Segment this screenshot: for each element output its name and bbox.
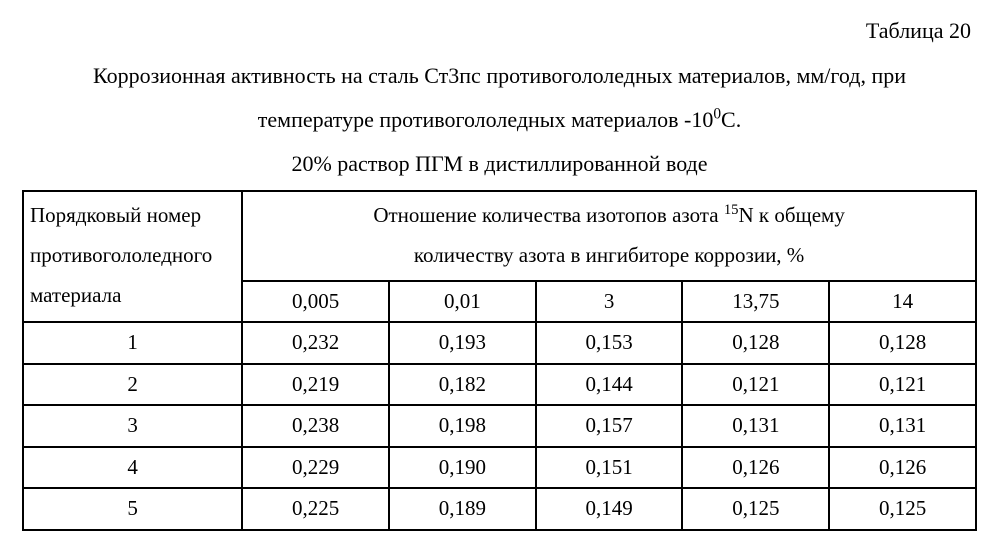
table-cell: 0,229 — [242, 447, 389, 489]
table-caption: Коррозионная активность на сталь Ст3пс п… — [22, 54, 977, 186]
table-row: 1 0,232 0,193 0,153 0,128 0,128 — [23, 322, 976, 364]
table-row: 2 0,219 0,182 0,144 0,121 0,121 — [23, 364, 976, 406]
table-cell: 0,190 — [389, 447, 536, 489]
table-cell: 0,125 — [682, 488, 829, 530]
table-cell: 0,198 — [389, 405, 536, 447]
table-cell: 0,219 — [242, 364, 389, 406]
table-cell: 0,121 — [829, 364, 976, 406]
caption-line-2-before: температуре противогололедных материалов… — [258, 107, 714, 132]
table-number: Таблица 20 — [22, 18, 971, 44]
caption-line-2: температуре противогололедных материалов… — [258, 107, 741, 132]
table-cell: 0,149 — [536, 488, 683, 530]
table-cell: 0,126 — [829, 447, 976, 489]
data-table: Порядковый номер противогололедного мате… — [22, 190, 977, 531]
super-header-mid: N к общему — [739, 203, 845, 227]
caption-line-2-after: С. — [721, 107, 741, 132]
row-header-line-2: противогололедного — [30, 243, 212, 267]
table-cell: 0,193 — [389, 322, 536, 364]
table-cell: 0,151 — [536, 447, 683, 489]
caption-degree-sup: 0 — [713, 106, 721, 123]
table-cell: 0,189 — [389, 488, 536, 530]
row-label: 2 — [23, 364, 242, 406]
table-header-row-1: Порядковый номер противогололедного мате… — [23, 191, 976, 281]
table-cell: 0,238 — [242, 405, 389, 447]
table-row: 5 0,225 0,189 0,149 0,125 0,125 — [23, 488, 976, 530]
caption-line-1: Коррозионная активность на сталь Ст3пс п… — [93, 63, 906, 88]
row-header-line-3: материала — [30, 283, 121, 307]
table-cell: 0,182 — [389, 364, 536, 406]
table-cell: 0,125 — [829, 488, 976, 530]
table-cell: 0,131 — [829, 405, 976, 447]
table-cell: 0,153 — [536, 322, 683, 364]
col-header: 0,005 — [242, 281, 389, 323]
row-label: 1 — [23, 322, 242, 364]
table-row: 3 0,238 0,198 0,157 0,131 0,131 — [23, 405, 976, 447]
col-header: 13,75 — [682, 281, 829, 323]
col-header: 0,01 — [389, 281, 536, 323]
table-cell: 0,126 — [682, 447, 829, 489]
table-row: 4 0,229 0,190 0,151 0,126 0,126 — [23, 447, 976, 489]
row-header-line-1: Порядковый номер — [30, 203, 201, 227]
row-label: 5 — [23, 488, 242, 530]
table-cell: 0,144 — [536, 364, 683, 406]
row-label: 4 — [23, 447, 242, 489]
caption-line-3: 20% раствор ПГМ в дистиллированной воде — [291, 151, 707, 176]
super-header-cell: Отношение количества изотопов азота 15N … — [242, 191, 976, 281]
table-cell: 0,131 — [682, 405, 829, 447]
table-cell: 0,121 — [682, 364, 829, 406]
table-cell: 0,128 — [682, 322, 829, 364]
row-label: 3 — [23, 405, 242, 447]
col-header: 14 — [829, 281, 976, 323]
row-header-cell: Порядковый номер противогололедного мате… — [23, 191, 242, 322]
super-header-before: Отношение количества изотопов азота — [373, 203, 723, 227]
col-header: 3 — [536, 281, 683, 323]
table-cell: 0,157 — [536, 405, 683, 447]
table-cell: 0,128 — [829, 322, 976, 364]
table-cell: 0,225 — [242, 488, 389, 530]
super-header-line-2: количеству азота в ингибиторе коррозии, … — [414, 243, 804, 267]
super-header-sup: 15 — [724, 202, 739, 218]
table-cell: 0,232 — [242, 322, 389, 364]
